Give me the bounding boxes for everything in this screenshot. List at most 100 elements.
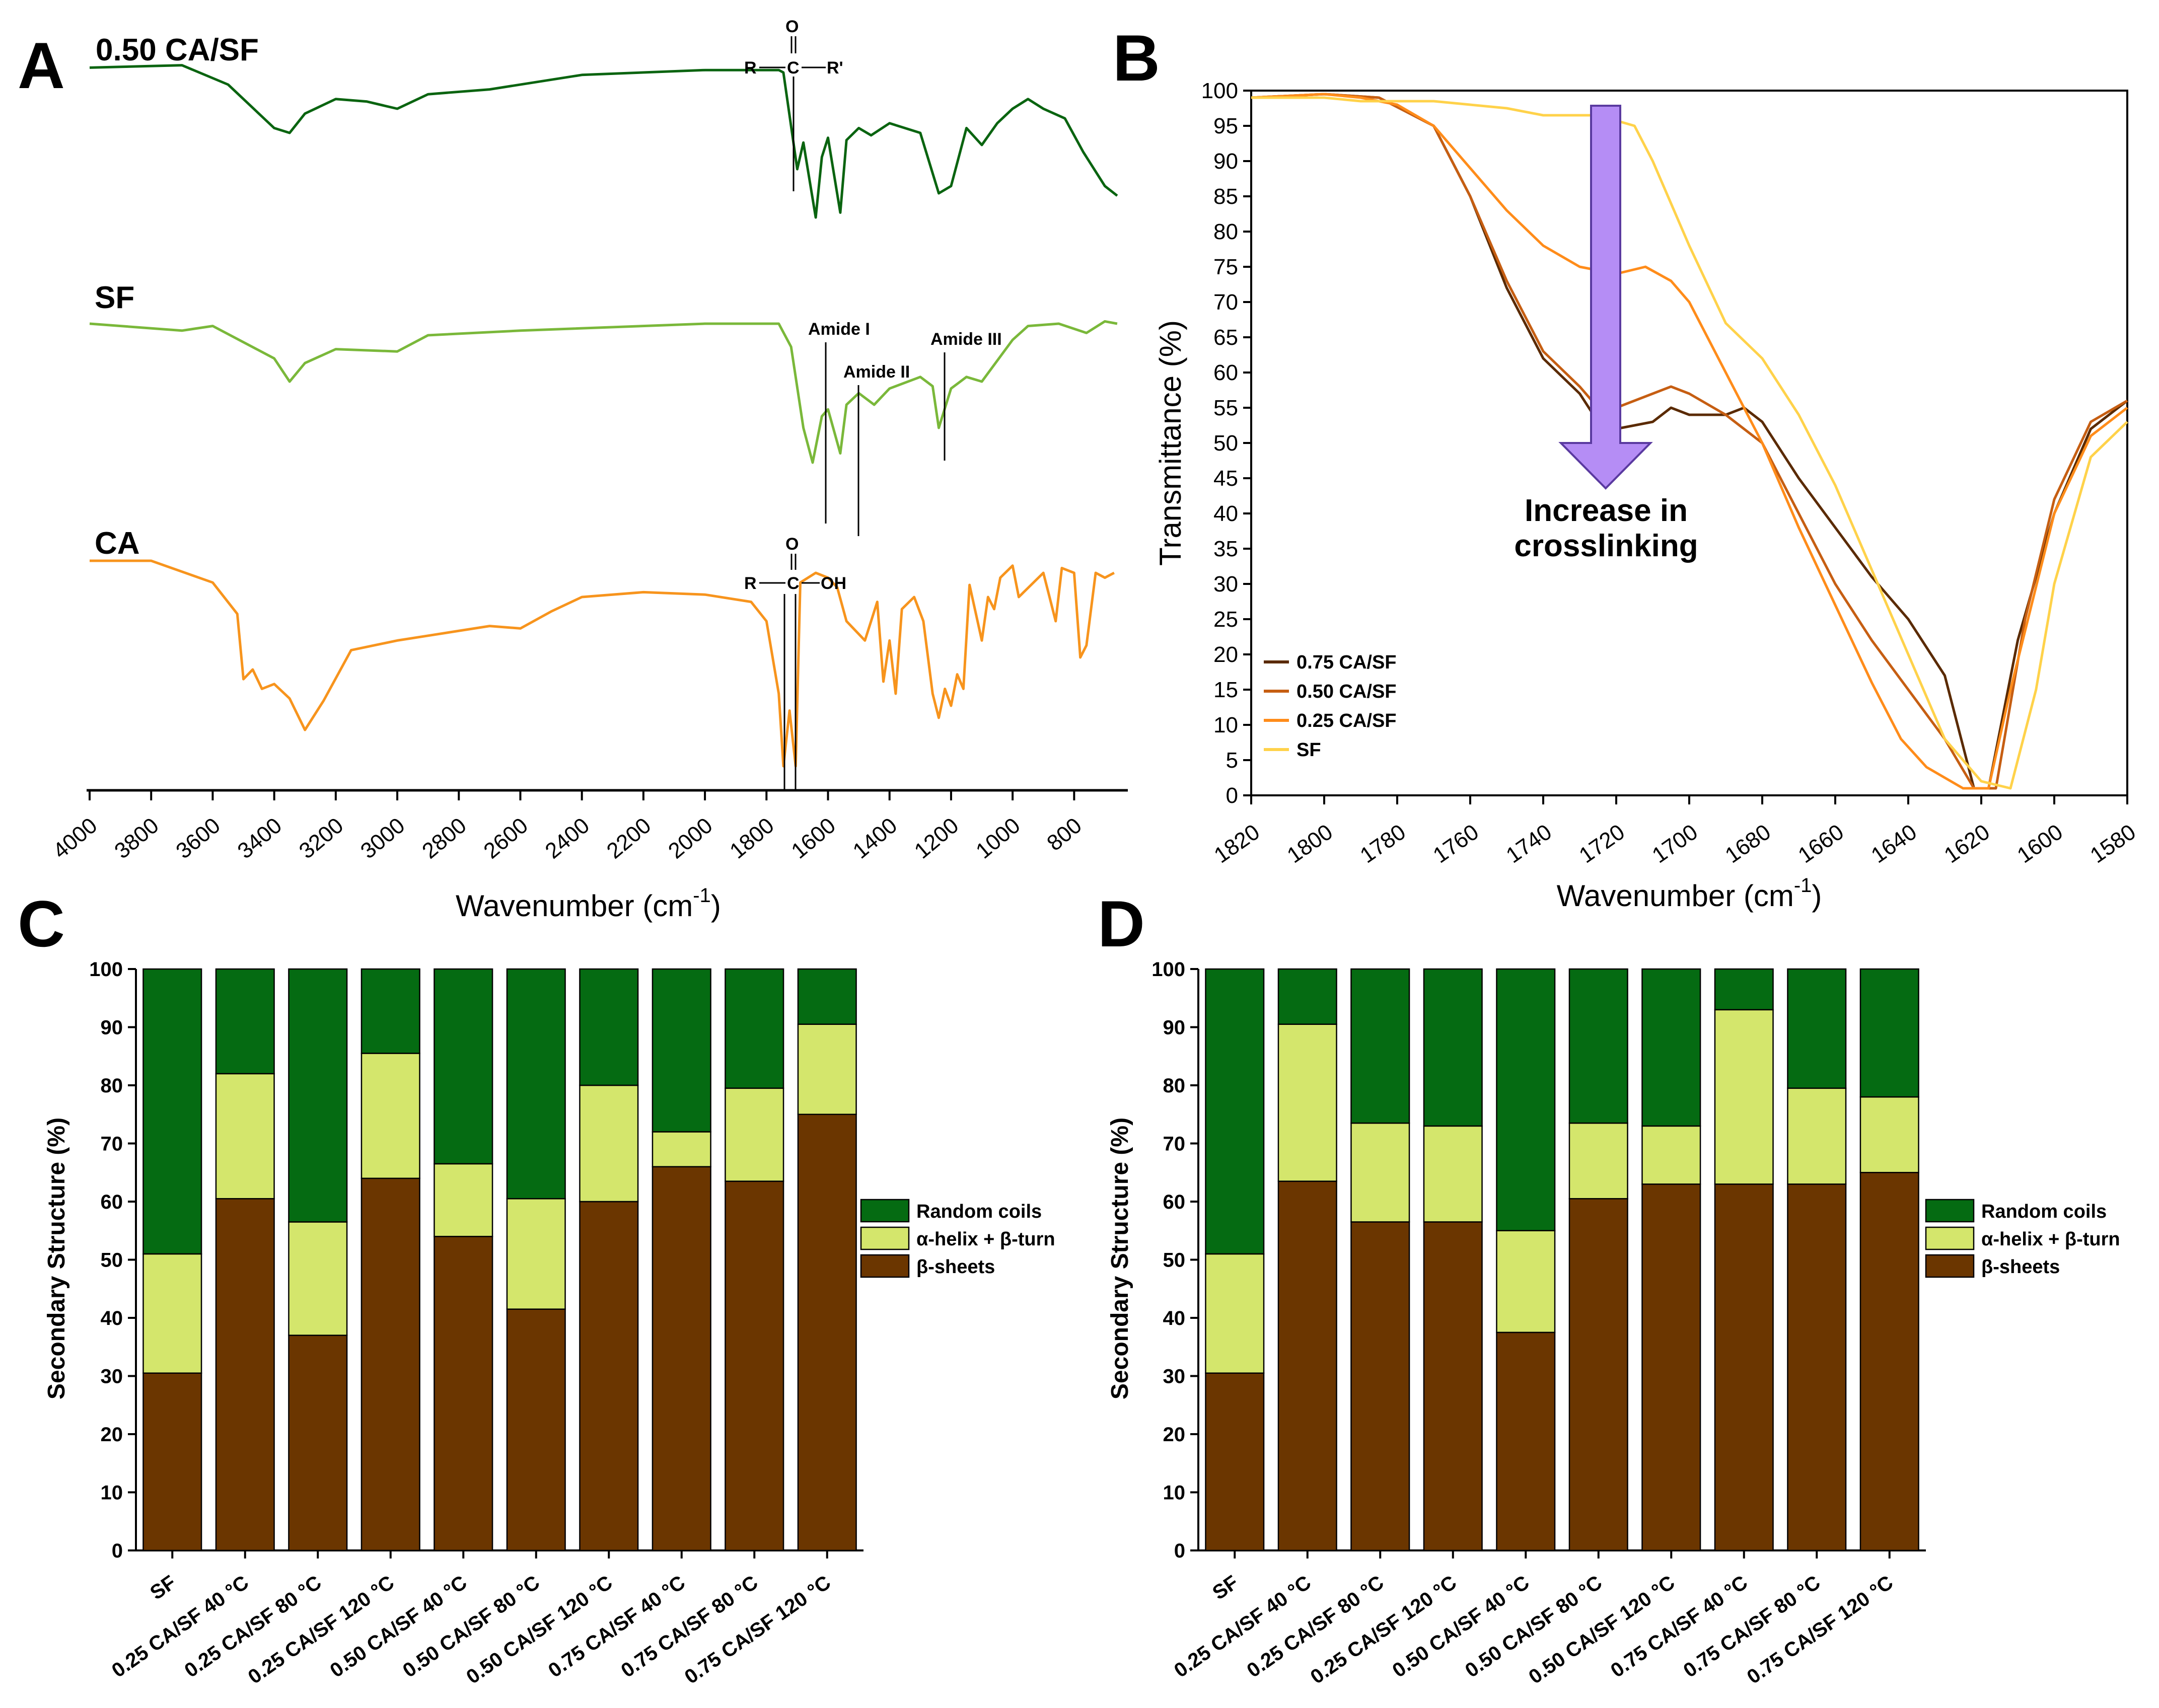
panel-c-y-label: Secondary Structure (%) [43, 1118, 70, 1399]
bar-segment [434, 1236, 493, 1551]
panel-b-y-tick-label: 55 [1213, 396, 1238, 420]
y-tick-label: 0 [112, 1540, 123, 1562]
panel-b-y-tick-label: 20 [1213, 642, 1238, 667]
legend-label: Random coils [1981, 1201, 2107, 1222]
panel-a-tick-label: 3200 [295, 813, 348, 863]
bar-segment [361, 1053, 420, 1179]
panel-b-x-tick-label: 1760 [1428, 820, 1483, 868]
bar-segment [652, 968, 711, 1133]
y-tick-label: 80 [1163, 1075, 1186, 1097]
bar-segment [797, 1113, 857, 1551]
y-tick-label: 90 [1163, 1017, 1186, 1039]
bar-segment [1350, 1221, 1410, 1551]
panel-label-a: A [18, 29, 65, 102]
y-tick-label: 10 [1163, 1482, 1186, 1504]
bar-segment [1787, 1183, 1847, 1551]
x-tick-label: SF [146, 1571, 180, 1604]
bar-segment [215, 1073, 275, 1200]
ketone-o: O [785, 17, 799, 36]
annotation-line2: crosslinking [1514, 529, 1698, 563]
bar-segment [1350, 968, 1410, 1124]
bar-segment [1641, 1183, 1701, 1551]
panel-b-x-tick-label: 1780 [1355, 820, 1410, 868]
bar-segment [1641, 968, 1701, 1127]
x-tick-label: 0.25 CA/SF 40 °C [1170, 1571, 1315, 1682]
panel-b-y-tick-label: 15 [1213, 678, 1238, 702]
panel-b-x-tick-label: 1800 [1282, 820, 1337, 868]
panel-a-x-ticks: 4000 3800 3600 3400 3200 3000 2800 2600 2400 2200… [48, 790, 1087, 864]
panel-a-tick-label: 800 [1042, 813, 1087, 856]
panel-a-line-2 [90, 559, 1115, 768]
bar-segment [1423, 1125, 1483, 1223]
y-tick-label: 70 [101, 1133, 123, 1155]
bar-segment [652, 1131, 711, 1167]
bar-segment [1277, 1180, 1337, 1551]
panel-b-y-tick-label: 25 [1213, 607, 1238, 632]
panel-b-x-tick-label: 1640 [1866, 820, 1921, 868]
panel-b-y-tick-label: 60 [1213, 360, 1238, 385]
bar-segment [1641, 1125, 1701, 1185]
y-tick-label: 100 [89, 958, 123, 981]
bar-segment [1205, 1253, 1265, 1374]
panel-b-y-tick-label: 95 [1213, 114, 1238, 138]
y-tick-label: 80 [101, 1075, 123, 1097]
panel-a-tick-label: 3600 [171, 813, 225, 863]
bar-segment [725, 1180, 784, 1551]
bar-segment [725, 968, 784, 1089]
crosslinking-arrow [1558, 105, 1653, 490]
bar-segment [142, 1253, 202, 1374]
x-tick-label: 0.75 CA/SF 40 °C [544, 1571, 689, 1682]
panel-b-series [1251, 93, 2128, 790]
panel-a-tick-label: 4000 [48, 813, 102, 863]
panel-b-y-tick-label: 85 [1213, 184, 1238, 209]
panel-b-line-1 [1251, 93, 2128, 790]
legend-swatch [860, 1199, 910, 1223]
y-tick-label: 40 [101, 1307, 123, 1329]
bar-segment [1423, 968, 1483, 1127]
panel-b-y-tick-label: 80 [1213, 219, 1238, 244]
y-tick-label: 70 [1163, 1133, 1186, 1155]
panel-b-x-label: Wavenumber (cm-1) [1557, 874, 1822, 913]
bar-segment [215, 1198, 275, 1551]
panel-d-plot: 0 10 20 30 40 50 60 70 80 90 100 SF0.25 CA/SF 40 °C… [1152, 958, 2120, 1688]
bar-segment [1277, 968, 1337, 1025]
bar-segment [797, 1023, 857, 1115]
panel-b-legend: 0.75 CA/SF 0.50 CA/SF 0.25 CA/SF SF [1264, 652, 1397, 761]
bar-segment [1859, 1096, 1919, 1173]
legend-label: α-helix + β-turn [916, 1229, 1055, 1250]
x-tick-label: 0.75 CA/SF 40 °C [1607, 1571, 1752, 1682]
bar-segment [1714, 968, 1774, 1011]
panel-a-tick-label: 2000 [664, 813, 717, 863]
panel-a-line-1 [89, 320, 1118, 464]
bar-segment [1568, 1122, 1628, 1200]
y-tick-label: 50 [101, 1249, 123, 1272]
panel-b-x-tick-label: 1660 [1793, 820, 1848, 868]
panel-b-x-tick-label: 1680 [1720, 820, 1775, 868]
panel-a-tick-label: 1600 [786, 813, 840, 863]
acid-r: R [744, 574, 757, 593]
panel-a-series [89, 64, 1118, 768]
panel-a-tick-label: 1000 [971, 813, 1025, 863]
bar-segment [1859, 968, 1919, 1098]
panel-a-tick-label: 3000 [356, 813, 409, 863]
bar-segment [361, 968, 420, 1054]
panel-b-y-tick-label: 30 [1213, 572, 1238, 597]
bar-segment [1277, 1023, 1337, 1182]
panel-b-ticks: 1820 1800 1780 1760 1740 1720 1700 1680 1660 1640… [1201, 79, 2140, 868]
panel-a-tick-label: 2200 [602, 813, 656, 863]
panel-b-x-tick-label: 1740 [1501, 820, 1556, 868]
bar-segment [1787, 1087, 1847, 1185]
panel-a-tick-label: 2600 [479, 813, 532, 863]
panel-a-tick-label: 3800 [110, 813, 163, 863]
bar-segment [215, 968, 275, 1075]
panel-b-y-tick-label: 70 [1213, 290, 1238, 315]
acid-structure: O R C OH [744, 535, 846, 790]
bar-segment [1205, 968, 1265, 1255]
ketone-structure: O R C R' [744, 17, 843, 191]
annotation-line1: Increase in [1525, 493, 1688, 528]
bar-segment [288, 968, 348, 1223]
bar-segment [579, 968, 639, 1086]
bar-segment [361, 1177, 420, 1551]
y-tick-label: 100 [1152, 958, 1185, 981]
panel-a-line-0 [89, 64, 1118, 219]
